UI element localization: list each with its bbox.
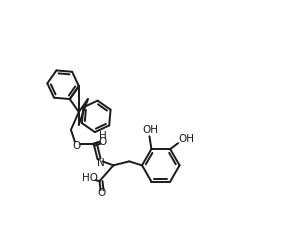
Text: OH: OH bbox=[142, 125, 158, 135]
Text: OH: OH bbox=[178, 134, 194, 144]
Text: O: O bbox=[97, 188, 106, 198]
Text: O: O bbox=[98, 137, 107, 147]
Text: HO: HO bbox=[82, 173, 98, 183]
Text: N: N bbox=[97, 158, 104, 168]
Text: H: H bbox=[99, 131, 106, 141]
Text: O: O bbox=[73, 141, 81, 151]
